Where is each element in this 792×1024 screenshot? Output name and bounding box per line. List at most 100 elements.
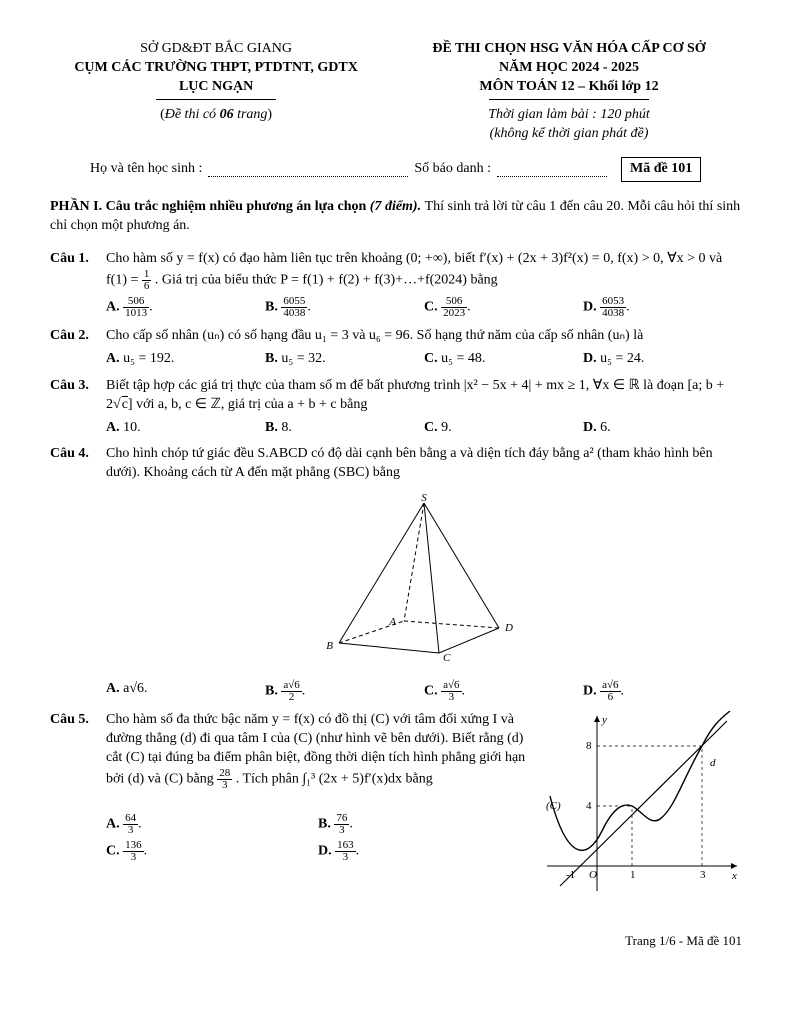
q4-d[interactable]: D. a√66. (583, 680, 742, 703)
q2-options: A. u₅ = 192. B. u₅ = 32. C. u₅ = 48. D. … (106, 350, 742, 369)
q3-d[interactable]: D. 6. (583, 419, 742, 438)
section-1-points: (7 điểm). (370, 199, 425, 214)
q2-d[interactable]: D. u₅ = 24. (583, 350, 742, 369)
q2-c-t: u₅ = 48. (441, 351, 485, 366)
q5-b-d: 3 (334, 825, 349, 836)
time-note: (không kể thời gian phát đề) (396, 125, 742, 144)
q1-c-d: 2023 (441, 308, 467, 319)
q4-body: Cho hình chóp tứ giác đều S.ABCD có độ d… (106, 445, 742, 703)
curve-svg: y x O 8 4 -1 1 3 (C) d (542, 711, 742, 901)
q5-d-d: 3 (335, 852, 356, 863)
exam-title: ĐỀ THI CHỌN HSG VĂN HÓA CẤP CƠ SỞ (396, 40, 742, 59)
q4-figure: S A B C D (106, 493, 742, 670)
q4-c[interactable]: C. a√63. (424, 680, 583, 703)
q5-text2: . Tích phân ∫₁³ (2x + 5)f′(x)dx bằng (236, 772, 433, 787)
q1-label: Câu 1. (50, 250, 106, 319)
q4-b[interactable]: B. a√62. (265, 680, 424, 703)
question-4: Câu 4. Cho hình chóp tứ giác đều S.ABCD … (50, 445, 742, 703)
section-1-title: PHẦN I. Câu trắc nghiệm nhiều phương án … (50, 198, 742, 236)
section-1-bold: PHẦN I. Câu trắc nghiệm nhiều phương án … (50, 199, 370, 214)
q3-sqrt: c (121, 397, 128, 412)
subject: MÔN TOÁN 12 – Khối lớp 12 (396, 78, 742, 97)
q5-body: Cho hàm số đa thức bậc năm y = f(x) có đ… (106, 711, 742, 908)
district: LỤC NGẠN (50, 78, 382, 97)
q5-c-n: 136 (123, 840, 144, 852)
q5-ratio: 283 (217, 768, 232, 791)
lbl-d: d (710, 757, 716, 769)
q1-f1: 16 (142, 269, 152, 292)
exam-code: Mã đề 101 (621, 157, 701, 182)
pyramid-svg: S A B C D (309, 493, 539, 663)
q1-text2: . Giá trị của biểu thức P = f(1) + f(2) … (155, 273, 498, 288)
q1-d[interactable]: D. 60534038. (583, 296, 742, 319)
q3-c[interactable]: C. 9. (424, 419, 583, 438)
q5-b[interactable]: B. 763. (318, 813, 530, 836)
student-info: Họ và tên học sinh : Số báo danh : Mã đề… (50, 157, 742, 182)
q2-b[interactable]: B. u₅ = 32. (265, 350, 424, 369)
question-3: Câu 3. Biết tập hợp các giá trị thực của… (50, 377, 742, 438)
q5-a-d: 3 (123, 825, 138, 836)
lbl-curve: (C) (546, 800, 561, 812)
q2-c[interactable]: C. u₅ = 48. (424, 350, 583, 369)
sbd-field[interactable] (497, 163, 607, 177)
lbl-a: A (388, 616, 396, 628)
q4-a[interactable]: A. a√6. (106, 680, 265, 703)
q1-b[interactable]: B. 60554038. (265, 296, 424, 319)
q2-d-t: u₅ = 24. (600, 351, 644, 366)
q3-text2: ] với a, b, c ∈ ℤ, giá trị của a + b + c… (128, 397, 367, 412)
ax-o: O (589, 869, 597, 881)
q4-text: Cho hình chóp tứ giác đều S.ABCD có độ d… (106, 446, 713, 480)
sbd-label: Số báo danh : (414, 160, 491, 179)
ax-x1: 1 (630, 869, 636, 881)
lbl-b: B (326, 640, 333, 652)
q3-body: Biết tập hợp các giá trị thực của tham s… (106, 377, 742, 438)
q5-label: Câu 5. (50, 711, 106, 908)
q1-a[interactable]: A. 5061013. (106, 296, 265, 319)
q1-c[interactable]: C. 5062023. (424, 296, 583, 319)
header-right: ĐỀ THI CHỌN HSG VĂN HÓA CẤP CƠ SỞ NĂM HỌ… (396, 40, 742, 143)
q3-b-t: 8. (281, 420, 292, 435)
q3-a[interactable]: A. 10. (106, 419, 265, 438)
q5-d-n: 163 (335, 840, 356, 852)
lbl-c: C (443, 652, 451, 663)
q5-rd: 3 (217, 780, 232, 791)
header-left: SỞ GD&ĐT BẮC GIANG CỤM CÁC TRƯỜNG THPT, … (50, 40, 382, 143)
ax-y8: 8 (586, 740, 592, 752)
q2-label: Câu 2. (50, 327, 106, 369)
question-5: Câu 5. Cho hàm số đa thức bậc năm y = f(… (50, 711, 742, 908)
ax-x: x (731, 870, 737, 882)
schools: CỤM CÁC TRƯỜNG THPT, PTDTNT, GDTX (50, 59, 382, 78)
q2-body: Cho cấp số nhân (uₙ) có số hạng đầu u₁ =… (106, 327, 742, 369)
q4-c-d: 3 (441, 692, 461, 703)
q5-options: A. 643. B. 763. C. 1363. D. 1633. (106, 809, 530, 863)
q5-d[interactable]: D. 1633. (318, 840, 530, 863)
q2-a[interactable]: A. u₅ = 192. (106, 350, 265, 369)
time: Thời gian làm bài : 120 phút (396, 106, 742, 125)
q3-b[interactable]: B. 8. (265, 419, 424, 438)
q5-a[interactable]: A. 643. (106, 813, 318, 836)
q1-b-d: 4038 (281, 308, 307, 319)
q3-label: Câu 3. (50, 377, 106, 438)
name-field[interactable] (208, 163, 408, 177)
q3-c-t: 9. (441, 420, 452, 435)
page-count-text: Đề thi có 06 trang (165, 107, 268, 122)
q3-a-t: 10. (123, 420, 141, 435)
q2-text: Cho cấp số nhân (uₙ) có số hạng đầu u₁ =… (106, 328, 643, 343)
q3-options: A. 10. B. 8. C. 9. D. 6. (106, 419, 742, 438)
q1-body: Cho hàm số y = f(x) có đạo hàm liên tục … (106, 250, 742, 319)
q5-c-d: 3 (123, 852, 144, 863)
q4-d-d: 6 (600, 692, 620, 703)
page-count: (Đề thi có 06 trang) (50, 106, 382, 125)
ax-y4: 4 (586, 800, 592, 812)
q5-c[interactable]: C. 1363. (106, 840, 318, 863)
q3-d-t: 6. (600, 420, 611, 435)
question-2: Câu 2. Cho cấp số nhân (uₙ) có số hạng đ… (50, 327, 742, 369)
question-1: Câu 1. Cho hàm số y = f(x) có đạo hàm li… (50, 250, 742, 319)
header: SỞ GD&ĐT BẮC GIANG CỤM CÁC TRƯỜNG THPT, … (50, 40, 742, 143)
q4-label: Câu 4. (50, 445, 106, 703)
school-year: NĂM HỌC 2024 - 2025 (396, 59, 742, 78)
ax-y: y (601, 714, 607, 726)
dept: SỞ GD&ĐT BẮC GIANG (50, 40, 382, 59)
q1-a-d: 1013 (123, 308, 149, 319)
page-footer: Trang 1/6 - Mã đề 101 (50, 932, 742, 950)
